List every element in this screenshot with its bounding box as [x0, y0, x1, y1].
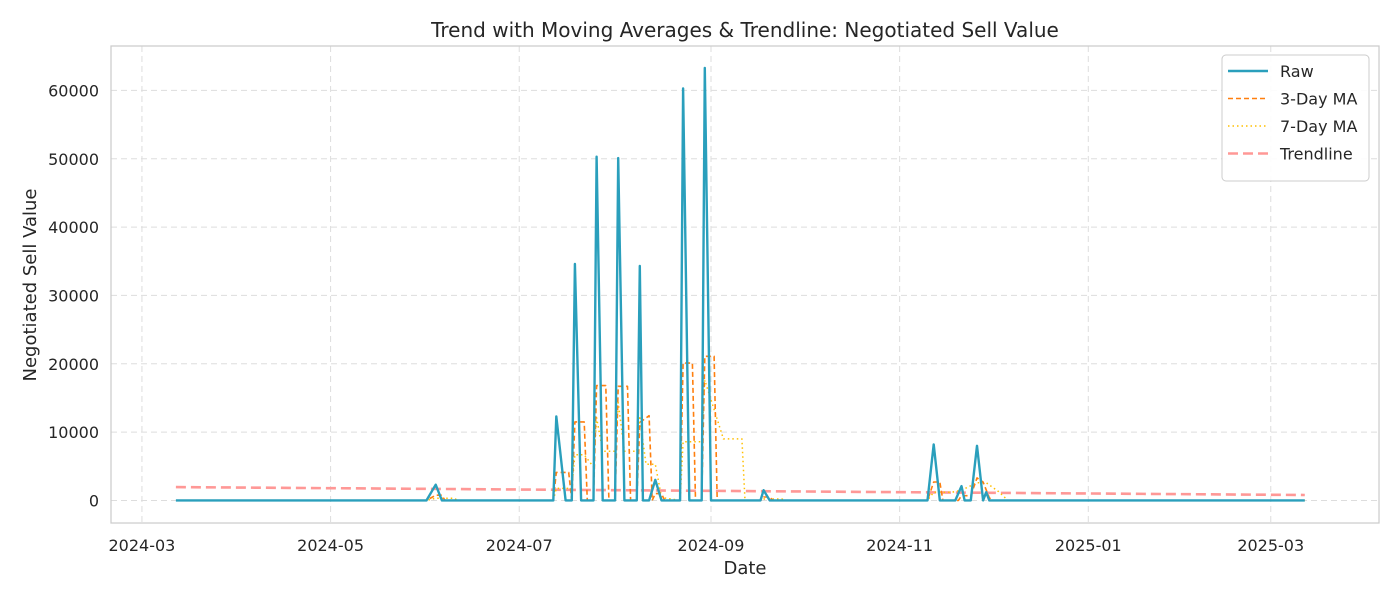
series-line-raw [175, 66, 1305, 502]
x-tick-label: 2024-07 [486, 536, 553, 555]
legend-label: Trendline [1279, 145, 1353, 164]
x-tick-label: 2025-03 [1237, 536, 1304, 555]
legend-box [1221, 54, 1370, 182]
y-tick-label: 20000 [48, 355, 99, 374]
y-tick-label: 0 [89, 491, 99, 510]
y-tick-label: 40000 [48, 218, 99, 237]
tick-labels: 0 10000 20000 30000 40000 50000 60000 2024-03 20… [48, 81, 1304, 555]
x-tick-label: 2024-11 [866, 536, 933, 555]
y-axis-label: Negotiated Sell Value [20, 189, 41, 382]
x-tick-label: 2024-05 [297, 536, 364, 555]
plot-frame [110, 45, 1380, 524]
chart-title: Trend with Moving Averages & Trendline: … [430, 18, 1059, 42]
legend-label: Raw [1280, 62, 1314, 81]
series-line-3-day-ma [182, 355, 1305, 502]
y-tick-label: 10000 [48, 423, 99, 442]
legend-label: 3-Day MA [1280, 90, 1357, 109]
x-tick-label: 2024-09 [678, 536, 745, 555]
y-tick-label: 50000 [48, 150, 99, 169]
x-tick-label: 2024-03 [108, 536, 175, 555]
series-lines [175, 66, 1305, 502]
y-tick-label: 30000 [48, 286, 99, 305]
x-axis-label: Date [723, 558, 766, 579]
legend: Raw 3-Day MA 7-Day MA Trendline [1221, 54, 1370, 182]
x-tick-label: 2025-01 [1055, 536, 1122, 555]
series-line-trendline [175, 485, 1305, 497]
y-tick-label: 60000 [48, 81, 99, 100]
grid [111, 46, 1379, 523]
legend-label: 7-Day MA [1280, 117, 1357, 136]
